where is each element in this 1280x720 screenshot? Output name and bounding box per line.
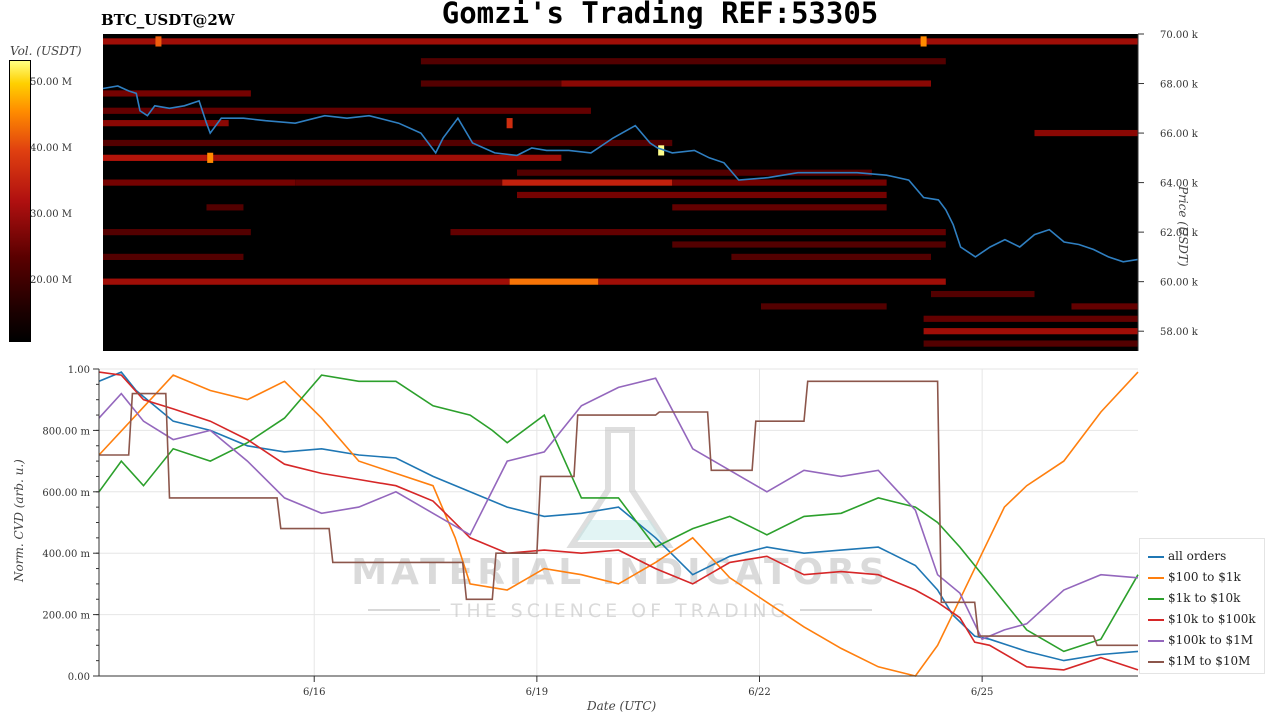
- liquidity-hot-spot: [658, 145, 665, 156]
- cvd-x-tick-label: 6/19: [526, 687, 548, 698]
- legend: all orders $100 to $1k $1k to $10k $10k …: [1139, 538, 1265, 674]
- legend-item: all orders: [1148, 546, 1226, 566]
- heatmap-y-tick-label: 62.00 k: [1160, 228, 1199, 239]
- cvd-y-tick-label: 800.00 m: [42, 426, 90, 437]
- cvd-y-axis-label: Norm. CVD (arb. u.): [12, 459, 26, 582]
- liquidity-wall: [509, 278, 599, 285]
- liquidity-wall: [672, 179, 887, 186]
- cvd-series-line: [98, 374, 1139, 653]
- colorbar-label: Vol. (USDT): [10, 44, 82, 58]
- cvd-x-tick-label: 6/22: [748, 687, 770, 698]
- liquidity-wall: [923, 340, 1138, 347]
- legend-item: $100 to $1k: [1148, 567, 1241, 587]
- liquidity-wall: [1034, 129, 1138, 137]
- liquidity-wall: [502, 179, 673, 186]
- liquidity-hot-spot: [207, 152, 214, 163]
- cvd-x-tick-label: 6/25: [971, 687, 993, 698]
- liquidity-wall: [672, 204, 887, 211]
- pair-label: BTC_USDT@2W: [101, 11, 235, 29]
- liquidity-wall: [517, 191, 887, 199]
- liquidity-wall: [103, 38, 1138, 45]
- heatmap-y-tick-label: 70.00 k: [1160, 30, 1199, 41]
- watermark-logo: MATERIAL INDICATORS THE SCIENCE OF TRADIN…: [351, 427, 889, 622]
- cvd-y-tick-label: 0.00: [68, 672, 90, 683]
- legend-item: $1M to $10M: [1148, 651, 1250, 671]
- colorbar-tick: 50.00 M: [30, 77, 73, 88]
- liquidity-wall: [103, 120, 229, 127]
- liquidity-hot-spot: [920, 36, 927, 47]
- liquidity-wall: [103, 229, 251, 236]
- cvd-series-line: [98, 371, 1139, 677]
- liquidity-wall: [931, 290, 1035, 298]
- liquidity-wall: [672, 241, 946, 248]
- colorbar-tick: 20.00 M: [30, 275, 73, 286]
- cvd-y-tick-label: 600.00 m: [42, 488, 90, 499]
- liquidity-hot-spot: [155, 36, 162, 47]
- heatmap-y-tick-label: 66.00 k: [1160, 129, 1199, 140]
- liquidity-wall: [420, 58, 946, 65]
- liquidity-wall: [731, 253, 931, 260]
- cvd-y-tick-label: 200.00 m: [42, 611, 90, 622]
- liquidity-wall: [1071, 303, 1138, 310]
- liquidity-wall: [450, 229, 946, 236]
- cvd-y-tick-label: 400.00 m: [42, 549, 90, 560]
- liquidity-wall: [923, 328, 1138, 335]
- cvd-x-tick-label: 6/16: [303, 687, 325, 698]
- chart-title: Gomzi's Trading REF:53305: [441, 0, 879, 30]
- liquidity-wall: [103, 154, 207, 161]
- colorbar: [9, 60, 31, 342]
- liquidity-wall: [103, 139, 673, 147]
- heatmap-y-axis-label: Price (USDT): [1176, 186, 1190, 267]
- cvd-y-tick-label: 1.00: [68, 365, 90, 376]
- cvd-x-axis-label: Date (UTC): [587, 699, 657, 713]
- watermark-subtitle: THE SCIENCE OF TRADING: [450, 600, 790, 622]
- liquidity-wall: [103, 90, 251, 97]
- legend-item: $100k to $1M: [1148, 630, 1253, 650]
- heatmap-y-tick-label: 60.00 k: [1160, 278, 1199, 289]
- liquidity-wall: [103, 179, 296, 186]
- liquidity-wall: [206, 154, 562, 161]
- flask-icon: [566, 427, 674, 548]
- liquidity-wall: [103, 278, 510, 285]
- liquidity-wall: [598, 278, 946, 285]
- liquidity-wall: [295, 179, 503, 186]
- liquidity-wall: [420, 80, 562, 87]
- colorbar-tick: 30.00 M: [30, 209, 73, 220]
- liquidity-wall: [760, 303, 887, 310]
- liquidity-wall: [103, 107, 591, 114]
- heatmap-y-tick-label: 68.00 k: [1160, 80, 1199, 91]
- heatmap-y-tick-label: 58.00 k: [1160, 327, 1199, 338]
- liquidity-wall: [561, 80, 931, 87]
- liquidity-wall: [206, 204, 244, 211]
- flask-liquid: [576, 520, 664, 540]
- liquidity-wall: [517, 169, 872, 176]
- cvd-chart: MATERIAL INDICATORS THE SCIENCE OF TRADIN…: [42, 365, 1139, 698]
- heatmap-chart: 70.00 k 68.00 k 66.00 k 64.00 k 62.00 k 60.00…: [102, 30, 1199, 351]
- legend-item: $1k to $10k: [1148, 588, 1240, 608]
- liquidity-hot-spot: [506, 118, 513, 129]
- cvd-series-line: [98, 371, 1139, 671]
- cvd-series-line: [99, 380, 1138, 647]
- legend-item: $10k to $100k: [1148, 609, 1256, 629]
- liquidity-wall: [103, 253, 244, 260]
- heatmap-y-tick-label: 64.00 k: [1160, 179, 1199, 190]
- price-line: [102, 85, 1139, 263]
- liquidity-wall: [923, 315, 1138, 322]
- watermark-title: MATERIAL INDICATORS: [351, 552, 889, 593]
- colorbar-tick: 40.00 M: [30, 143, 73, 154]
